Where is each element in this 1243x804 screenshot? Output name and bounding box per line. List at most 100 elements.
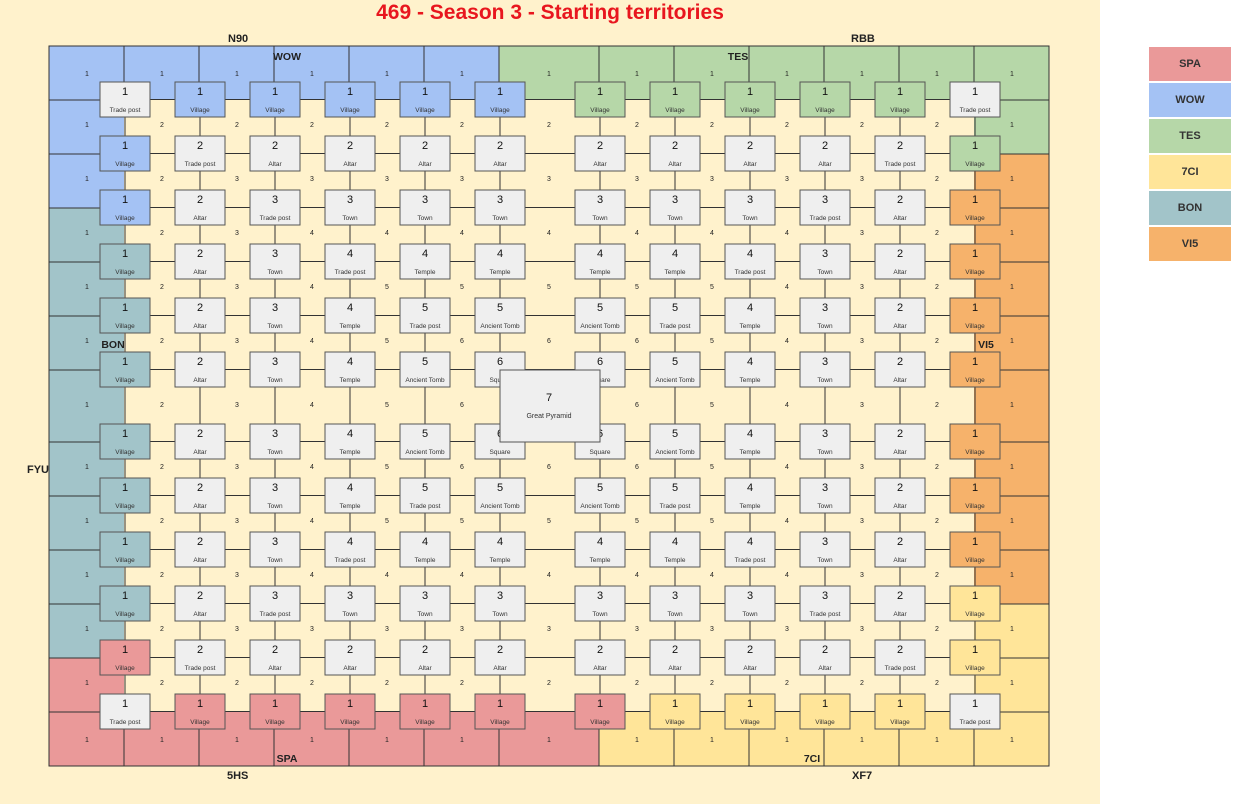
tile[interactable]: 1 Village xyxy=(949,351,1001,388)
tile[interactable]: 3 Trade post xyxy=(799,189,851,226)
tile[interactable]: 1 Village xyxy=(724,81,776,118)
tile[interactable]: 3 Trade post xyxy=(249,189,301,226)
tile[interactable]: 5 Ancient Tomb xyxy=(474,297,526,334)
tile[interactable]: 5 Ancient Tomb xyxy=(399,423,451,460)
tile[interactable]: 1 Village xyxy=(949,531,1001,568)
tile[interactable]: 1 Village xyxy=(324,81,376,118)
tile[interactable]: 2 Altar xyxy=(474,135,526,172)
tile[interactable]: 1 Village xyxy=(949,297,1001,334)
tile[interactable]: 4 Temple xyxy=(324,423,376,460)
tile[interactable]: 2 Altar xyxy=(399,639,451,676)
tile[interactable]: 2 Altar xyxy=(874,351,926,388)
great-pyramid-tile[interactable]: 7 Great Pyramid xyxy=(499,369,601,443)
tile[interactable]: 4 Temple xyxy=(324,351,376,388)
tile[interactable]: 3 Town xyxy=(649,585,701,622)
tile[interactable]: 1 Village xyxy=(474,81,526,118)
tile[interactable]: 1 Village xyxy=(949,639,1001,676)
tile[interactable]: 4 Trade post xyxy=(724,531,776,568)
tile[interactable]: 2 Altar xyxy=(724,639,776,676)
tile[interactable]: 5 Ancient Tomb xyxy=(574,297,626,334)
tile[interactable]: 2 Trade post xyxy=(174,135,226,172)
tile[interactable]: 4 Temple xyxy=(474,243,526,280)
tile[interactable]: 1 Village xyxy=(249,693,301,730)
tile[interactable]: 1 Village xyxy=(874,693,926,730)
tile[interactable]: 5 Trade post xyxy=(399,297,451,334)
tile[interactable]: 3 Trade post xyxy=(249,585,301,622)
tile[interactable]: 4 Temple xyxy=(574,243,626,280)
tile[interactable]: 4 Temple xyxy=(324,297,376,334)
tile[interactable]: 3 Town xyxy=(799,423,851,460)
tile[interactable]: 1 Village xyxy=(949,243,1001,280)
tile[interactable]: 1 Village xyxy=(99,423,151,460)
tile[interactable]: 1 Village xyxy=(99,189,151,226)
tile[interactable]: 2 Altar xyxy=(324,639,376,676)
tile[interactable]: 2 Altar xyxy=(874,531,926,568)
tile[interactable]: 1 Village xyxy=(399,81,451,118)
tile[interactable]: 1 Village xyxy=(949,423,1001,460)
tile[interactable]: 4 Temple xyxy=(399,243,451,280)
tile[interactable]: 1 Village xyxy=(99,477,151,514)
tile[interactable]: 1 Village xyxy=(574,693,626,730)
tile[interactable]: 3 Town xyxy=(249,477,301,514)
tile[interactable]: 2 Altar xyxy=(174,531,226,568)
tile[interactable]: 2 Altar xyxy=(174,243,226,280)
tile[interactable]: 3 Town xyxy=(249,243,301,280)
tile[interactable]: 3 Town xyxy=(249,351,301,388)
tile[interactable]: 1 Village xyxy=(574,81,626,118)
tile[interactable]: 3 Town xyxy=(799,531,851,568)
tile[interactable]: 3 Town xyxy=(799,297,851,334)
tile[interactable]: 5 Ancient Tomb xyxy=(399,351,451,388)
tile[interactable]: 2 Altar xyxy=(799,135,851,172)
tile[interactable]: 4 Trade post xyxy=(324,531,376,568)
tile[interactable]: 3 Town xyxy=(249,297,301,334)
tile[interactable]: 1 Village xyxy=(949,189,1001,226)
tile[interactable]: 3 Town xyxy=(724,189,776,226)
tile[interactable]: 5 Ancient Tomb xyxy=(474,477,526,514)
tile[interactable]: 4 Temple xyxy=(399,531,451,568)
tile[interactable]: 4 Temple xyxy=(649,243,701,280)
tile[interactable]: 3 Town xyxy=(474,189,526,226)
tile[interactable]: 1 Village xyxy=(799,693,851,730)
tile[interactable]: 1 Village xyxy=(99,135,151,172)
tile[interactable]: 2 Altar xyxy=(399,135,451,172)
tile[interactable]: 2 Altar xyxy=(249,639,301,676)
tile[interactable]: 2 Altar xyxy=(649,639,701,676)
tile[interactable]: 3 Town xyxy=(399,585,451,622)
tile[interactable]: 2 Trade post xyxy=(874,639,926,676)
tile[interactable]: 4 Temple xyxy=(574,531,626,568)
tile[interactable]: 5 Ancient Tomb xyxy=(649,351,701,388)
tile[interactable]: 1 Village xyxy=(174,81,226,118)
tile[interactable]: 5 Trade post xyxy=(649,477,701,514)
tile[interactable]: 2 Altar xyxy=(174,423,226,460)
tile[interactable]: 3 Town xyxy=(249,423,301,460)
tile[interactable]: 1 Village xyxy=(99,639,151,676)
tile[interactable]: 1 Village xyxy=(649,693,701,730)
tile[interactable]: 2 Altar xyxy=(249,135,301,172)
tile[interactable]: 5 Trade post xyxy=(649,297,701,334)
tile[interactable]: 1 Village xyxy=(99,297,151,334)
tile[interactable]: 1 Village xyxy=(399,693,451,730)
tile[interactable]: 2 Altar xyxy=(649,135,701,172)
tile[interactable]: 4 Temple xyxy=(324,477,376,514)
tile[interactable]: 2 Altar xyxy=(874,423,926,460)
tile[interactable]: 4 Trade post xyxy=(724,243,776,280)
tile[interactable]: 1 Village xyxy=(649,81,701,118)
tile[interactable]: 3 Town xyxy=(799,477,851,514)
tile[interactable]: 4 Temple xyxy=(474,531,526,568)
tile[interactable]: 2 Altar xyxy=(174,477,226,514)
tile[interactable]: 4 Temple xyxy=(724,297,776,334)
tile[interactable]: 3 Town xyxy=(799,351,851,388)
tile[interactable]: 4 Temple xyxy=(724,477,776,514)
tile[interactable]: 2 Altar xyxy=(799,639,851,676)
tile[interactable]: 2 Altar xyxy=(174,189,226,226)
tile[interactable]: 1 Village xyxy=(99,243,151,280)
tile[interactable]: 4 Temple xyxy=(649,531,701,568)
tile[interactable]: 3 Town xyxy=(574,189,626,226)
tile[interactable]: 3 Town xyxy=(324,189,376,226)
tile[interactable]: 2 Altar xyxy=(324,135,376,172)
tile[interactable]: 1 Trade post xyxy=(99,693,151,730)
tile[interactable]: 2 Altar xyxy=(574,639,626,676)
tile[interactable]: 5 Ancient Tomb xyxy=(649,423,701,460)
tile[interactable]: 5 Trade post xyxy=(399,477,451,514)
tile[interactable]: 3 Town xyxy=(574,585,626,622)
